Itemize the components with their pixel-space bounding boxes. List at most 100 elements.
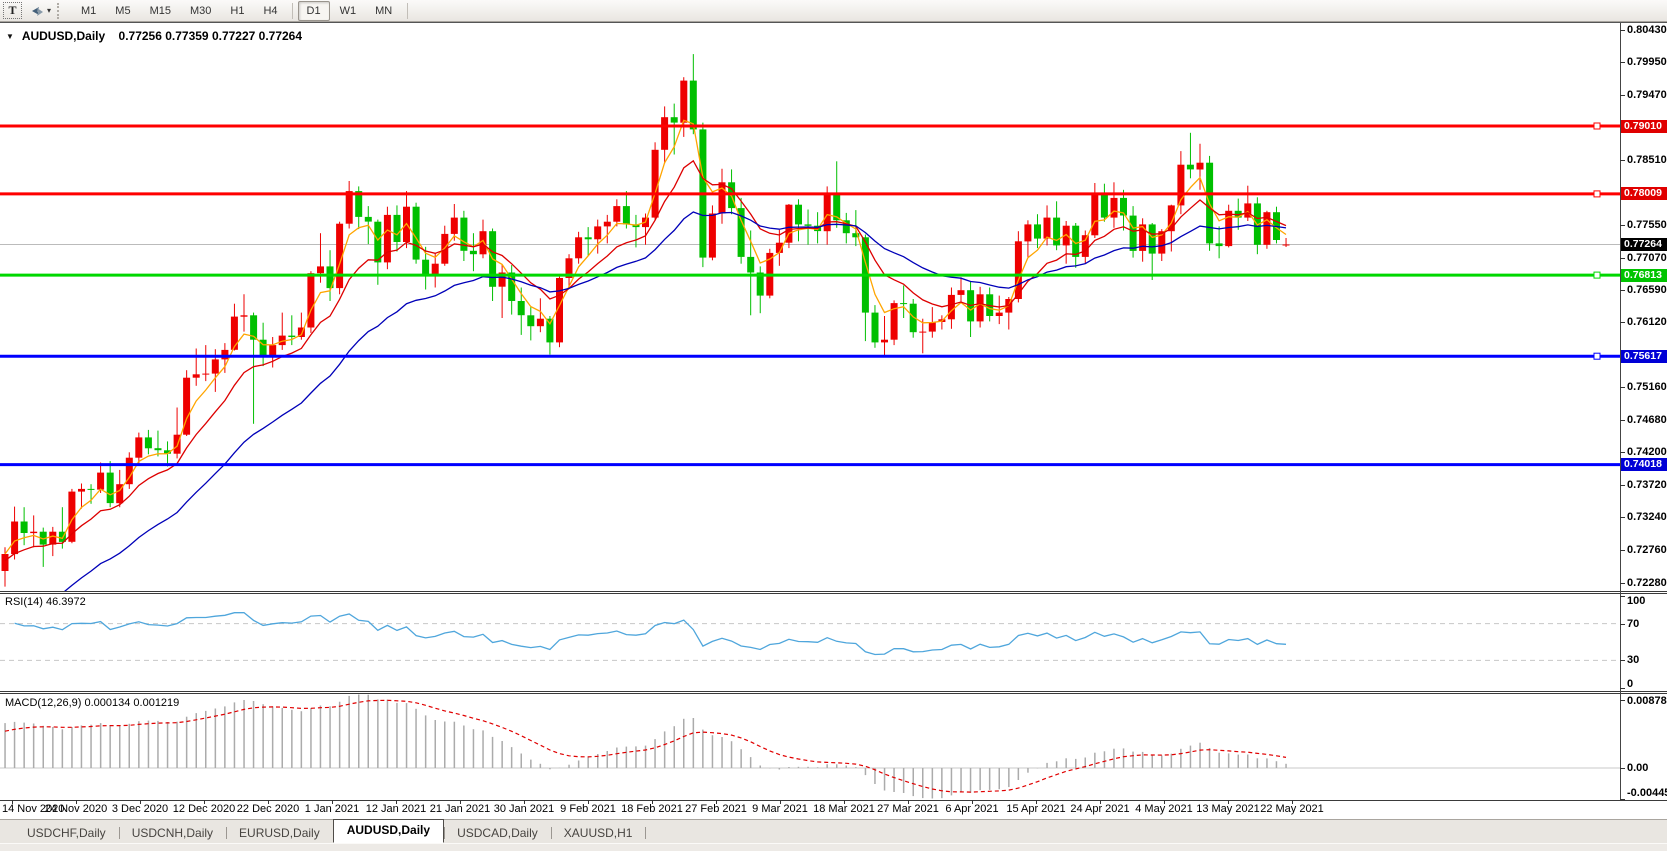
axis-tick — [1620, 623, 1625, 625]
date-label: 12 Jan 2021 — [365, 803, 427, 815]
collapse-triangle-icon[interactable]: ▼ — [6, 32, 14, 41]
date-label: 9 Mar 2021 — [752, 803, 808, 815]
date-tick — [908, 800, 909, 804]
date-tick — [12, 800, 13, 804]
axis-tick — [1620, 700, 1625, 702]
macd-axis-label: 0.00 — [1627, 762, 1649, 774]
axis-tick — [1620, 517, 1625, 519]
symbol-tab-usdchf[interactable]: USDCHF,Daily — [27, 826, 106, 840]
date-label: 3 Dec 2020 — [111, 803, 169, 815]
timeframe-button-m5[interactable]: M5 — [115, 4, 131, 17]
chevron-down-icon: ▾ — [47, 6, 52, 15]
level-price-badge: 0.76813 — [1621, 268, 1667, 282]
date-label: 6 Apr 2021 — [945, 803, 999, 815]
axis-tick — [1620, 596, 1625, 597]
date-label: 14 Nov 2020 — [2, 803, 65, 815]
symbol-tab-usdcnh[interactable]: USDCNH,Daily — [118, 823, 226, 843]
rsi-label: RSI(14) 46.3972 — [5, 596, 86, 608]
timeframe-button-m30[interactable]: M30 — [189, 4, 212, 17]
rsi-indicator-chart[interactable] — [0, 594, 1620, 691]
rsi-axis-label: 70 — [1627, 617, 1640, 630]
symbol-tab-audusd[interactable]: AUDUSD,Daily — [332, 819, 445, 843]
axis-tick — [1620, 452, 1625, 454]
date-tick — [204, 800, 205, 804]
price-tick-label: 0.80430 — [1627, 23, 1667, 36]
axis-tick — [1620, 257, 1625, 259]
panel-splitter[interactable] — [0, 591, 1667, 594]
date-label: 27 Feb 2021 — [685, 803, 747, 815]
chart-ohlc-values: 0.77256 0.77359 0.77227 0.77264 — [118, 29, 303, 43]
toolbar-separator — [291, 2, 293, 19]
date-tick — [972, 800, 973, 804]
axis-tick — [1620, 582, 1625, 584]
date-tick — [396, 800, 397, 804]
date-tick — [524, 800, 525, 804]
symbol-tab-eurusd[interactable]: EURUSD,Daily — [226, 823, 333, 843]
date-label: 13 May 2021 — [1196, 803, 1260, 815]
chart-window — [0, 22, 1667, 818]
price-tick-label: 0.77070 — [1627, 251, 1667, 264]
date-tick — [716, 800, 717, 804]
axis-tick — [1620, 768, 1625, 769]
date-tick — [652, 800, 653, 804]
date-tick — [1036, 800, 1037, 804]
date-label: 21 Jan 2021 — [429, 803, 491, 815]
date-label: 15 Apr 2021 — [1006, 803, 1066, 815]
axis-tick — [1620, 419, 1625, 421]
timeframe-button-d1[interactable]: D1 — [297, 0, 330, 21]
symbol-tab-usdcad[interactable]: USDCAD,Daily — [444, 823, 551, 843]
arrows-tool-button[interactable]: ▾ — [30, 2, 51, 19]
toolbar-grip[interactable] — [57, 2, 66, 19]
panel-splitter[interactable] — [0, 691, 1667, 694]
timeframe-button-mn[interactable]: MN — [375, 4, 393, 17]
timeframe-button-m1[interactable]: M1 — [81, 4, 97, 17]
rsi-axis-label: 0 — [1627, 678, 1634, 690]
rsi-axis-label: 100 — [1627, 595, 1646, 607]
price-tick-label: 0.75160 — [1627, 381, 1667, 394]
price-tick-label: 0.74680 — [1627, 413, 1667, 426]
level-price-badge: 0.79010 — [1621, 119, 1667, 133]
price-tick-label: 0.73720 — [1627, 478, 1667, 491]
date-label: 30 Jan 2021 — [493, 803, 555, 815]
date-tick — [76, 800, 77, 804]
date-tick — [460, 800, 461, 804]
price-tick-label: 0.74200 — [1627, 446, 1667, 459]
price-chart[interactable] — [0, 23, 1620, 591]
axis-tick — [1620, 387, 1625, 389]
level-price-badge: 0.75617 — [1621, 349, 1667, 363]
date-tick — [1100, 800, 1101, 804]
rsi-axis-label: 30 — [1627, 654, 1640, 667]
chart-symbol: AUDUSD,Daily — [21, 29, 106, 43]
macd-axis-label: -0.00445 — [1627, 787, 1667, 799]
price-tick-label: 0.73240 — [1627, 511, 1667, 524]
date-label: 18 Mar 2021 — [813, 803, 875, 815]
price-tick-label: 0.76590 — [1627, 284, 1667, 297]
date-label: 1 Jan 2021 — [304, 803, 360, 815]
current-price-badge: 0.77264 — [1621, 237, 1667, 251]
date-tick — [332, 800, 333, 804]
date-tick — [1228, 800, 1229, 804]
date-label: 4 May 2021 — [1135, 803, 1193, 815]
date-tick — [140, 800, 141, 804]
chart-tab-bar: USDCHF,Daily USDCNH,Daily EURUSD,Daily AUDU… — [0, 819, 1667, 843]
level-price-badge: 0.74018 — [1621, 458, 1667, 472]
macd-label: MACD(12,26,9) 0.000134 0.001219 — [5, 697, 180, 709]
date-label: 27 Mar 2021 — [877, 803, 939, 815]
status-bar — [0, 843, 1667, 851]
timeframe-button-m15[interactable]: M15 — [149, 4, 171, 17]
timeframe-button-w1[interactable]: W1 — [339, 4, 357, 17]
date-tick — [1164, 800, 1165, 804]
timeframe-button-h1[interactable]: H1 — [230, 4, 245, 17]
price-tick-label: 0.79470 — [1627, 88, 1667, 101]
timeframe-button-h4[interactable]: H4 — [263, 4, 278, 17]
macd-indicator-chart[interactable] — [0, 694, 1620, 800]
text-tool-button[interactable]: T — [3, 2, 22, 19]
date-tick — [268, 800, 269, 804]
symbol-tab-xauusd[interactable]: XAUUSD,H1 — [550, 823, 646, 843]
price-tick-label: 0.72760 — [1627, 543, 1667, 556]
axis-tick — [1620, 688, 1625, 689]
date-label: 9 Feb 2021 — [560, 803, 616, 815]
axis-tick — [1620, 62, 1625, 64]
axis-tick — [1620, 484, 1625, 486]
